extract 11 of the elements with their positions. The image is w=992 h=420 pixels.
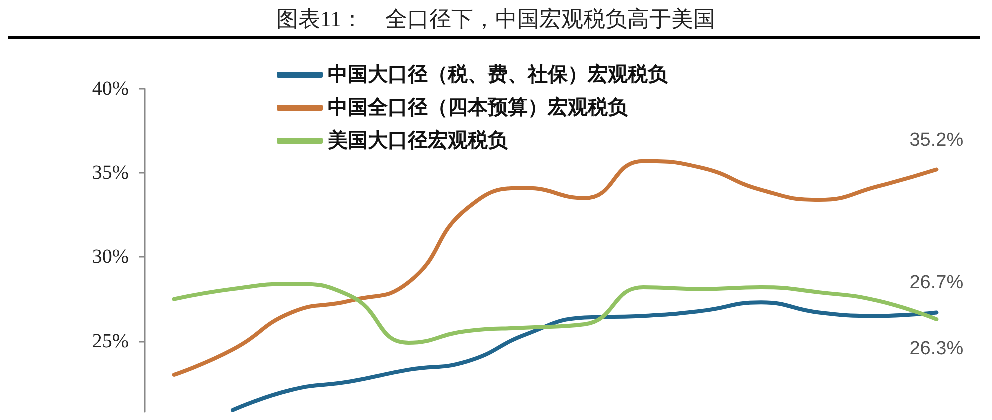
y-tick-label: 25% <box>92 330 129 352</box>
data-label: 26.7% <box>910 272 964 294</box>
y-tick-label: 40% <box>92 78 129 100</box>
legend-label: 中国大口径（税、费、社保）宏观税负 <box>328 63 669 86</box>
chart-title: 图表11： 全口径下，中国宏观税负高于美国 <box>276 6 716 32</box>
legend-label: 美国大口径宏观税负 <box>327 129 509 152</box>
data-label: 26.3% <box>910 338 964 360</box>
legend-label: 中国全口径（四本预算）宏观税负 <box>328 96 629 119</box>
y-tick-label: 35% <box>92 162 129 184</box>
data-label: 35.2% <box>910 130 964 151</box>
y-tick-label: 30% <box>92 246 129 268</box>
